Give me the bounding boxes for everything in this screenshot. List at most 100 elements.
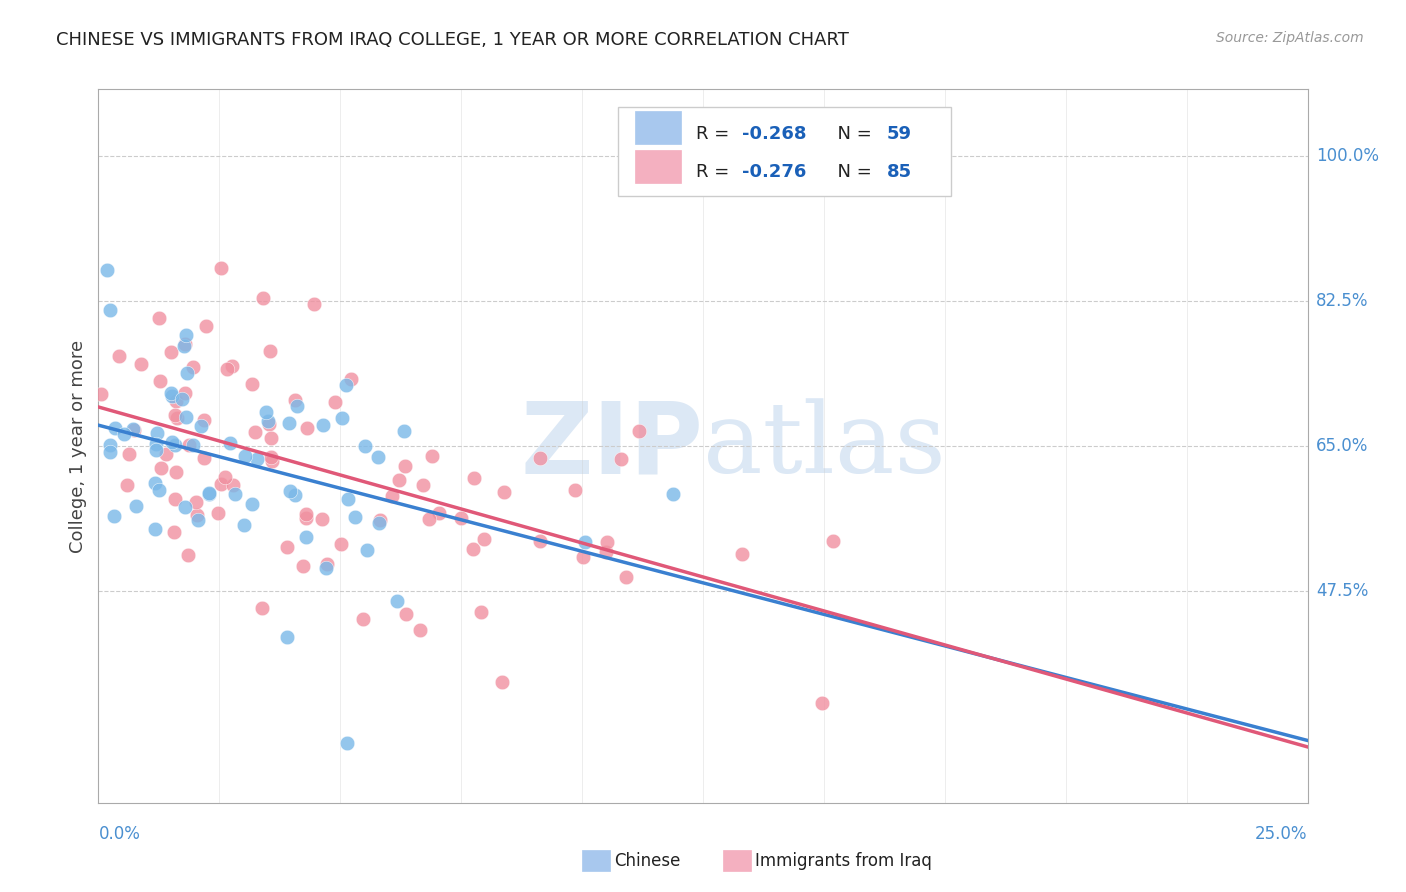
Point	[219, 436, 242, 450]
Point	[412, 478, 434, 492]
Point	[177, 437, 200, 451]
Point	[494, 484, 516, 499]
Point	[311, 512, 333, 526]
Text: -0.268: -0.268	[742, 125, 806, 143]
Point	[385, 594, 408, 608]
Point	[98, 303, 121, 318]
Point	[628, 424, 651, 438]
Point	[198, 486, 221, 500]
Point	[367, 516, 389, 531]
Point	[574, 535, 596, 549]
Point	[96, 263, 118, 277]
Point	[284, 488, 307, 502]
Point	[259, 417, 281, 432]
Point	[198, 486, 221, 500]
Point	[294, 530, 316, 544]
Point	[159, 385, 181, 400]
Point	[122, 422, 145, 436]
Point	[145, 442, 167, 457]
Point	[330, 411, 353, 425]
Point	[731, 547, 754, 561]
Text: ZIP: ZIP	[520, 398, 703, 494]
Point	[418, 512, 440, 526]
Text: atlas: atlas	[703, 398, 946, 494]
Point	[811, 696, 834, 710]
Point	[491, 675, 513, 690]
Point	[295, 421, 318, 435]
Point	[193, 450, 215, 465]
Point	[166, 411, 188, 425]
Point	[90, 387, 112, 401]
Point	[240, 376, 263, 391]
Point	[174, 337, 197, 351]
Point	[461, 542, 484, 557]
Point	[209, 261, 232, 276]
Point	[356, 543, 378, 558]
Point	[207, 506, 229, 520]
Point	[260, 450, 283, 465]
Point	[170, 392, 193, 407]
Point	[155, 447, 177, 461]
Text: Immigrants from Iraq: Immigrants from Iraq	[755, 852, 932, 870]
Point	[610, 452, 633, 467]
Text: 47.5%: 47.5%	[1316, 582, 1368, 600]
Point	[174, 500, 197, 514]
Point	[224, 487, 246, 501]
Point	[336, 736, 359, 750]
Point	[190, 419, 212, 434]
Point	[291, 559, 314, 574]
Point	[408, 624, 430, 638]
Text: N =: N =	[827, 163, 877, 181]
Point	[277, 416, 299, 430]
Text: 59: 59	[887, 125, 912, 143]
FancyBboxPatch shape	[619, 107, 950, 196]
Point	[463, 471, 485, 485]
Point	[564, 483, 586, 497]
Point	[209, 477, 232, 491]
Point	[450, 510, 472, 524]
Point	[246, 452, 269, 467]
Point	[165, 394, 187, 409]
Text: R =: R =	[696, 125, 735, 143]
Point	[129, 357, 152, 371]
Point	[662, 487, 685, 501]
Point	[173, 339, 195, 353]
Point	[103, 509, 125, 524]
Point	[285, 400, 308, 414]
Point	[194, 318, 217, 333]
Point	[98, 445, 121, 459]
Text: 65.0%: 65.0%	[1316, 437, 1368, 455]
Point	[395, 607, 418, 621]
Point	[368, 513, 391, 527]
Point	[311, 417, 333, 432]
Point	[118, 447, 141, 461]
Point	[183, 359, 205, 374]
Point	[614, 570, 637, 584]
Point	[243, 425, 266, 440]
Point	[472, 532, 495, 546]
Point	[160, 435, 183, 450]
Point	[284, 392, 307, 407]
Point	[115, 478, 138, 492]
Text: 85: 85	[887, 163, 912, 181]
Text: CHINESE VS IMMIGRANTS FROM IRAQ COLLEGE, 1 YEAR OR MORE CORRELATION CHART: CHINESE VS IMMIGRANTS FROM IRAQ COLLEGE,…	[56, 31, 849, 49]
Point	[108, 349, 131, 363]
Point	[163, 408, 186, 422]
Point	[262, 454, 284, 468]
Point	[295, 507, 318, 521]
FancyBboxPatch shape	[636, 150, 682, 183]
Point	[149, 374, 172, 388]
Point	[394, 424, 416, 438]
Point	[215, 361, 238, 376]
Point	[240, 497, 263, 511]
Point	[222, 478, 245, 492]
Point	[221, 359, 243, 373]
Point	[260, 431, 283, 445]
Point	[394, 459, 416, 474]
Point	[176, 410, 198, 425]
Point	[163, 492, 186, 507]
Point	[146, 426, 169, 441]
Point	[125, 500, 148, 514]
Point	[381, 489, 404, 503]
Point	[572, 549, 595, 564]
